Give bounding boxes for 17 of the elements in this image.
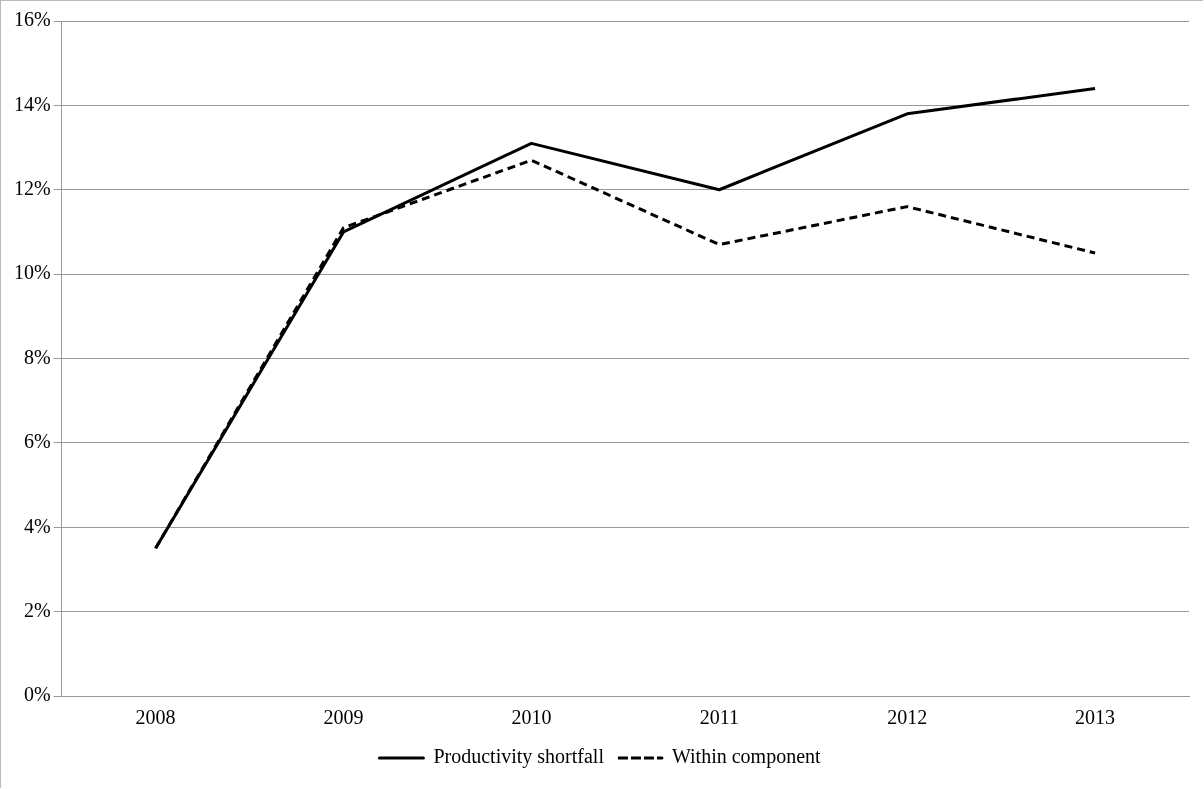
- y-tick-label: 12%: [13, 177, 51, 199]
- y-tick-label: 8%: [23, 345, 51, 368]
- y-tick-label: 4%: [23, 514, 51, 537]
- y-tick-label: 10%: [13, 261, 51, 284]
- y-tick-label: 14%: [13, 92, 51, 115]
- y-tick-label: 16%: [13, 8, 51, 31]
- x-tick-label: 2011: [699, 706, 739, 729]
- x-tick-label: 2012: [887, 706, 928, 729]
- y-tick-label: 2%: [23, 598, 51, 621]
- y-tick-label: 0%: [23, 683, 51, 706]
- x-tick-label: 2008: [135, 706, 176, 729]
- x-tick-label: 2010: [511, 706, 552, 729]
- legend-label: Within component: [671, 745, 822, 769]
- legend-label: Productivity shortfall: [433, 745, 605, 769]
- x-tick-label: 2009: [323, 706, 364, 729]
- x-tick-label: 2013: [1075, 706, 1116, 729]
- y-tick-label: 6%: [23, 430, 51, 453]
